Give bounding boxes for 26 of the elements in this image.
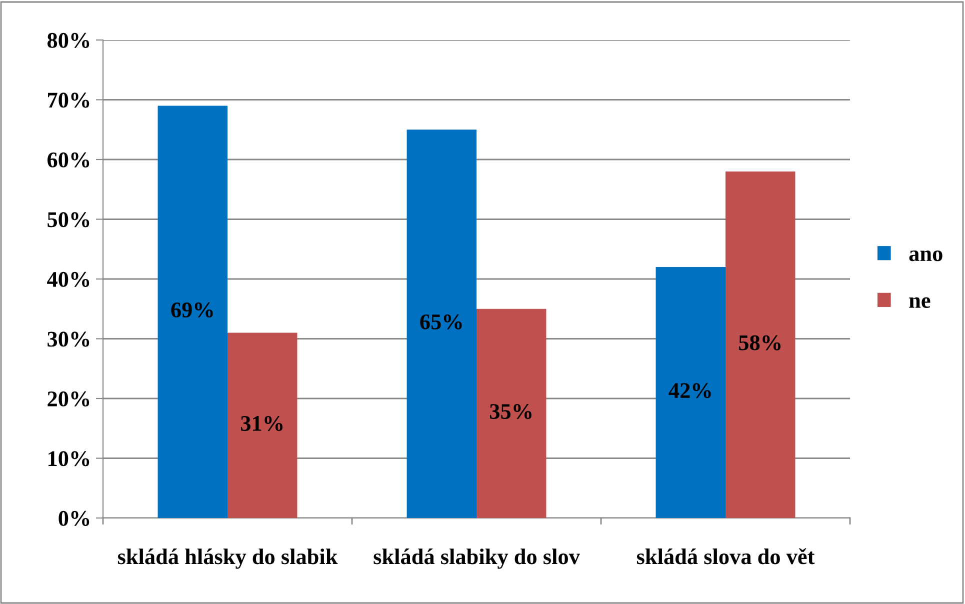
data-label: 69% <box>171 302 213 318</box>
bar <box>476 308 546 518</box>
bar <box>158 106 228 518</box>
y-tick-label: 60% <box>48 152 90 168</box>
bar <box>406 130 476 518</box>
x-tick-label: skládá hlásky do slabik <box>118 548 338 569</box>
y-tick-label: 70% <box>48 92 90 108</box>
legend-label: ne <box>909 297 930 308</box>
x-tick-label: skládá slabiky do slov <box>374 548 580 569</box>
data-label: 42% <box>668 383 711 398</box>
y-tick-label: 50% <box>48 212 90 228</box>
y-tick-label: 20% <box>48 391 90 406</box>
y-tick-label: 0% <box>58 510 90 526</box>
data-label: 35% <box>490 404 532 420</box>
y-tick-label: 80% <box>47 32 90 48</box>
bar <box>228 332 298 518</box>
data-label: 58% <box>739 335 780 350</box>
data-label: 31% <box>240 416 282 432</box>
bar <box>656 267 726 518</box>
y-tick-label: 10% <box>48 451 90 466</box>
bar <box>726 171 796 518</box>
legend-label: ano <box>909 250 942 262</box>
data-label: 65% <box>420 314 462 330</box>
x-tick-label: skládá slova do vět <box>636 548 815 564</box>
y-tick-label: 40% <box>47 272 90 287</box>
y-tick-label: 30% <box>48 332 90 347</box>
